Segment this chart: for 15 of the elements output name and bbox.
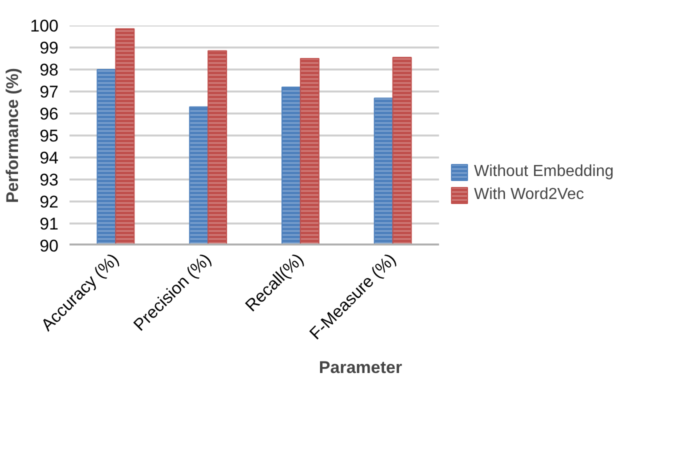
y-tick-label: 97 <box>40 82 59 102</box>
y-tick-label: 100 <box>30 16 59 36</box>
y-axis-title: Performance (%) <box>3 68 22 204</box>
y-tick-label: 91 <box>40 214 59 234</box>
y-tick-label: 90 <box>40 236 59 256</box>
y-tick-label: 95 <box>40 126 59 146</box>
y-tick-label: 93 <box>40 170 59 190</box>
x-axis-title: Parameter <box>318 358 402 378</box>
y-tick-label: 96 <box>40 104 59 124</box>
y-tick-label: 92 <box>40 192 59 212</box>
y-tick-label: 98 <box>40 60 59 80</box>
legend-label: Without Embedding <box>474 163 614 181</box>
y-tick-label: 99 <box>40 38 59 58</box>
legend-label: With Word2Vec <box>474 186 584 204</box>
y-tick-label: 94 <box>40 148 59 168</box>
